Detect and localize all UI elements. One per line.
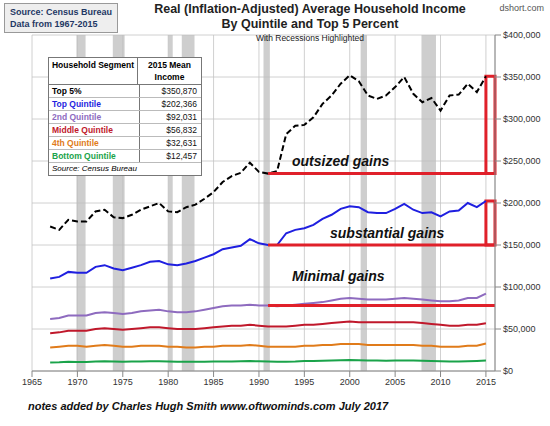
svg-text:1965: 1965: [22, 377, 42, 387]
svg-text:1980: 1980: [158, 377, 178, 387]
svg-text:$0: $0: [503, 366, 513, 376]
html-text:By Quintile and Top 5 Percent: By Quintile and Top 5 Percent: [221, 17, 399, 31]
html-text:outsized gains: outsized gains: [292, 153, 390, 169]
svg-text:$100,000: $100,000: [503, 282, 541, 292]
html-text:4th Quintile: 4th Quintile: [52, 138, 99, 148]
svg-text:$150,000: $150,000: [503, 240, 541, 250]
html-text:Middle Quintile: Middle Quintile: [52, 125, 113, 135]
html-text:2nd Quintile: 2nd Quintile: [52, 112, 102, 122]
svg-text:1990: 1990: [249, 377, 269, 387]
html-text:Source: Census Bureau: Source: Census Bureau: [52, 164, 137, 173]
svg-text:$400,000: $400,000: [503, 30, 541, 40]
html-text:Source: Census Bureau: Source: Census Bureau: [10, 7, 112, 17]
svg-text:2000: 2000: [340, 377, 360, 387]
svg-text:$200,000: $200,000: [503, 198, 541, 208]
svg-text:2010: 2010: [431, 377, 451, 387]
svg-text:1975: 1975: [113, 377, 133, 387]
svg-text:$250,000: $250,000: [503, 156, 541, 166]
html-text:Data from 1967-2015: Data from 1967-2015: [10, 19, 98, 29]
html-text:Bottom Quintile: Bottom Quintile: [52, 151, 116, 161]
html-text:$350,870: $350,870: [161, 86, 197, 96]
html-text:Household Segment: Household Segment: [51, 60, 135, 70]
html-text:$92,031: $92,031: [166, 112, 197, 122]
svg-text:1970: 1970: [67, 377, 87, 387]
svg-text:$350,000: $350,000: [503, 72, 541, 82]
svg-text:2015: 2015: [476, 377, 496, 387]
svg-text:2005: 2005: [385, 377, 405, 387]
html-text:Minimal gains: Minimal gains: [292, 268, 385, 284]
html-text:$56,832: $56,832: [166, 125, 197, 135]
html-text:$12,457: $12,457: [166, 151, 197, 161]
html-text:dshort.com: dshort.com: [499, 3, 544, 13]
svg-text:1995: 1995: [294, 377, 314, 387]
html-text:substantial gains: substantial gains: [330, 225, 445, 241]
svg-text:$50,000: $50,000: [503, 324, 536, 334]
html-text:$32,631: $32,631: [166, 138, 197, 148]
html-text:2015 Mean Income: 2015 Mean Income: [148, 60, 191, 82]
html-text:$202,366: $202,366: [161, 99, 197, 109]
html-text:notes added by Charles Hugh Sm: notes added by Charles Hugh Smith www.of…: [28, 400, 389, 412]
svg-text:$300,000: $300,000: [503, 114, 541, 124]
html-text:With Recessions Highlighted: With Recessions Highlighted: [255, 33, 365, 43]
html-text:Real (Inflation-Adjusted) Aver: Real (Inflation-Adjusted) Average Househ…: [154, 2, 466, 16]
html-text:Top Quintile: Top Quintile: [52, 99, 101, 109]
html-text:Top 5%: Top 5%: [52, 86, 82, 96]
svg-text:1985: 1985: [204, 377, 224, 387]
